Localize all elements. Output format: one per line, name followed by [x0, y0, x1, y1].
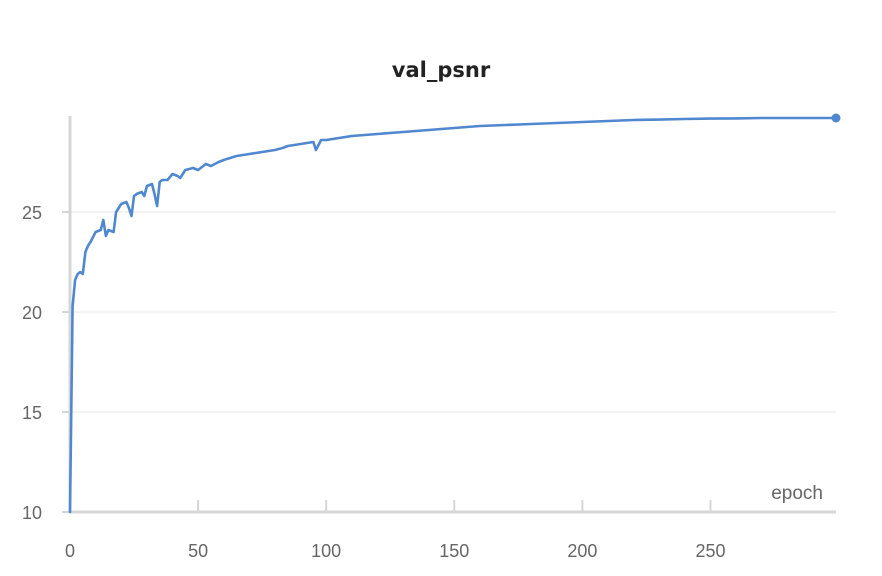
chart-title: val_psnr	[391, 58, 491, 82]
x-tick-label: 100	[311, 541, 341, 561]
x-tick-label: 50	[188, 541, 208, 561]
y-tick-label: 10	[22, 503, 42, 523]
y-tick-label: 15	[22, 403, 42, 423]
y-tick-label: 25	[22, 203, 42, 223]
y-tick-label: 20	[22, 303, 42, 323]
series-line[interactable]	[68, 116, 838, 514]
x-tick-label: 0	[65, 541, 75, 561]
gridlines	[70, 211, 836, 413]
x-tick-label: 200	[567, 541, 597, 561]
y-ticks: 10 15 20 25	[22, 203, 70, 523]
series-points	[831, 113, 841, 123]
x-axis-label: epoch	[771, 483, 823, 504]
x-ticks: 0 50 100 150 200 250	[65, 500, 725, 561]
x-tick-label: 250	[695, 541, 725, 561]
last-data-point[interactable]	[831, 113, 841, 123]
x-tick-label: 150	[439, 541, 469, 561]
